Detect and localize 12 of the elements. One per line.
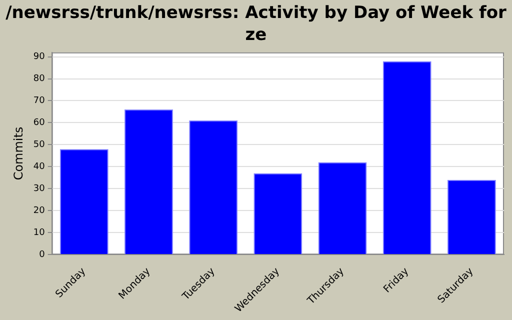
y-tick-label: 70 xyxy=(33,96,46,106)
chart-title: /newsrss/trunk/newsrss: Activity by Day of Week for ze xyxy=(4,2,508,46)
y-tick-label: 0 xyxy=(39,250,46,260)
y-tick-label: 90 xyxy=(33,52,46,62)
y-tick-label: 40 xyxy=(33,162,46,172)
y-tick-label: 20 xyxy=(33,206,46,216)
y-tick-label: 30 xyxy=(33,184,46,194)
y-tick-label: 80 xyxy=(33,74,46,84)
y-tick-label: 10 xyxy=(33,228,46,238)
y-tick-label: 50 xyxy=(33,140,46,150)
y-axis-title: Commits xyxy=(11,126,26,180)
y-tick-label: 60 xyxy=(33,118,46,128)
